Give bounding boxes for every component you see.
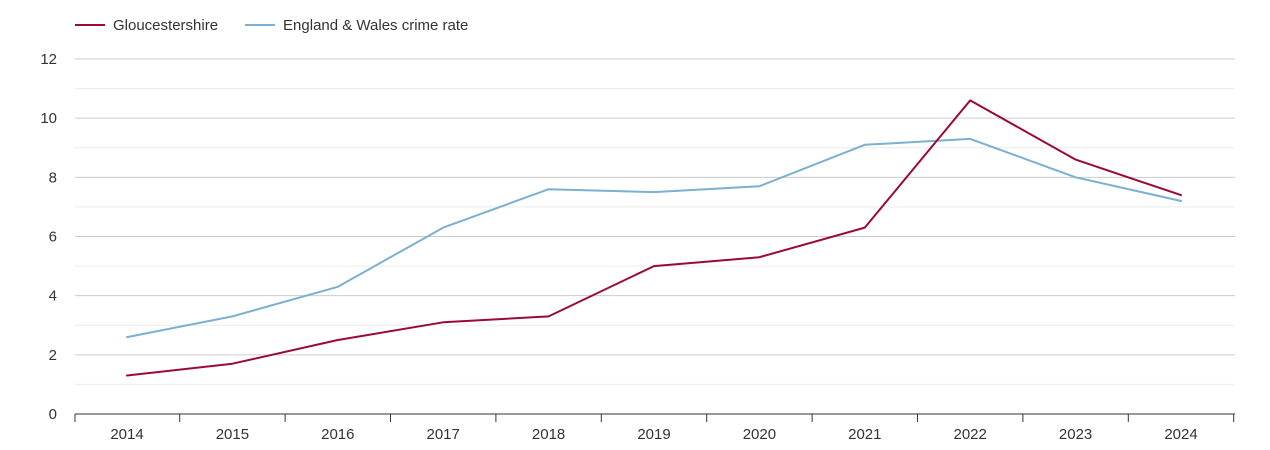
x-tick-label: 2018 [532,426,565,443]
series-line-england-wales [126,137,1182,339]
x-tick-label: 2015 [216,426,249,443]
x-tick-label: 2017 [427,426,460,443]
x-tick-label: 2023 [1059,426,1092,443]
y-tick-label: 2 [49,347,57,364]
y-tick-label: 4 [49,288,57,305]
y-tick-label: 10 [40,110,57,127]
y-tick-label: 6 [49,229,57,246]
y-tick-label: 8 [49,169,57,186]
x-tick-label: 2024 [1164,426,1197,443]
series-lines [126,99,1182,377]
grid-lines [75,58,1235,385]
x-tick-label: 2021 [848,426,881,443]
x-tick-label: 2019 [637,426,670,443]
x-tick-label: 2014 [110,426,143,443]
x-axis: 2014 2015 2016 2017 2018 2019 2020 2021 2022 2023… [74,413,1235,443]
x-tick-label: 2016 [321,426,354,443]
x-tick-label: 2022 [954,426,987,443]
y-tick-label: 12 [40,51,57,68]
y-tick-label: 0 [49,406,57,423]
series-line-gloucestershire [126,99,1182,377]
legend-label: England & Wales crime rate [283,17,468,34]
legend: Gloucestershire England & Wales crime rat… [75,17,468,34]
y-axis-tick-labels: 0 2 4 6 8 10 12 [40,51,57,423]
x-tick-label: 2020 [743,426,776,443]
legend-label: Gloucestershire [113,17,218,34]
